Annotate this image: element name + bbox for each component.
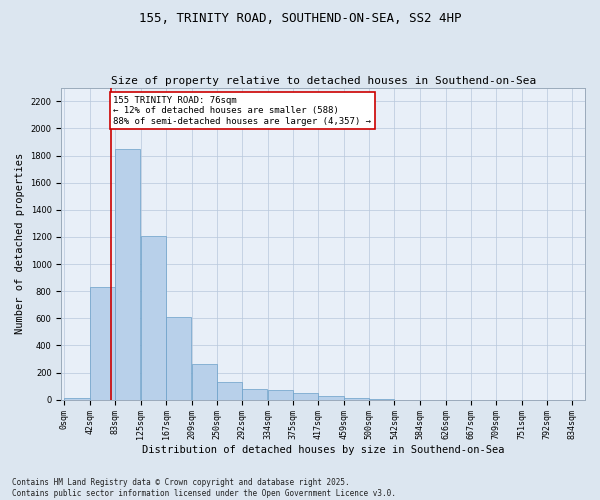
Bar <box>90 287 115 400</box>
Y-axis label: Number of detached properties: Number of detached properties <box>15 153 25 334</box>
Bar <box>64 398 90 400</box>
Bar <box>140 236 166 400</box>
Text: Contains HM Land Registry data © Crown copyright and database right 2025.
Contai: Contains HM Land Registry data © Crown c… <box>12 478 396 498</box>
X-axis label: Distribution of detached houses by size in Southend-on-Sea: Distribution of detached houses by size … <box>142 445 505 455</box>
Bar <box>115 148 140 400</box>
Bar <box>242 389 268 400</box>
Bar <box>319 396 344 400</box>
Bar <box>166 317 191 400</box>
Bar <box>344 398 369 400</box>
Title: Size of property relative to detached houses in Southend-on-Sea: Size of property relative to detached ho… <box>110 76 536 86</box>
Bar <box>268 390 293 400</box>
Text: 155, TRINITY ROAD, SOUTHEND-ON-SEA, SS2 4HP: 155, TRINITY ROAD, SOUTHEND-ON-SEA, SS2 … <box>139 12 461 26</box>
Bar <box>217 382 242 400</box>
Bar <box>191 364 217 400</box>
Text: 155 TRINITY ROAD: 76sqm
← 12% of detached houses are smaller (588)
88% of semi-d: 155 TRINITY ROAD: 76sqm ← 12% of detache… <box>113 96 371 126</box>
Bar <box>369 399 394 400</box>
Bar <box>293 393 318 400</box>
